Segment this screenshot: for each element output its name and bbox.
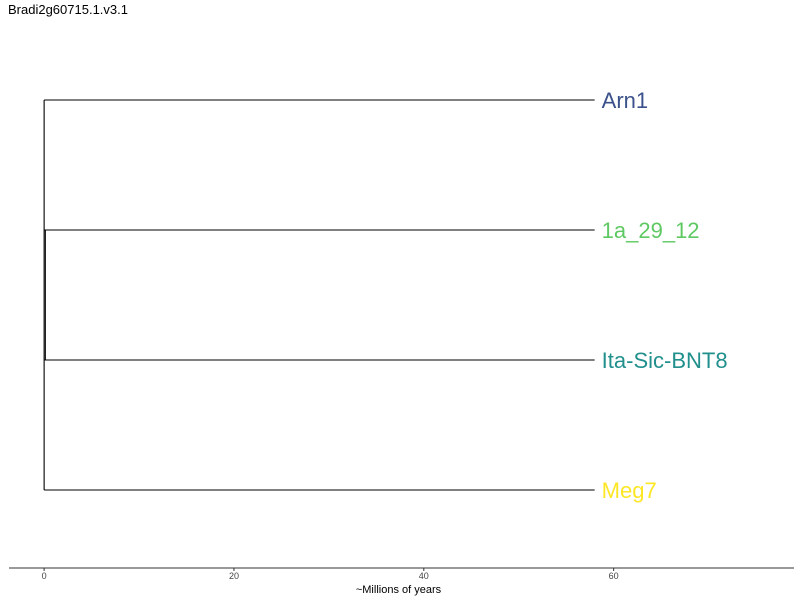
leaf-label: Arn1 — [602, 88, 648, 113]
x-axis-title: ~Millions of years — [356, 584, 442, 596]
figure-title: Bradi2g60715.1.v3.1 — [8, 2, 128, 17]
x-axis-tick-label: 40 — [419, 571, 429, 581]
x-axis: 0 20 40 60 ~Millions of years — [9, 567, 794, 596]
x-axis-ticks: 0 20 40 60 — [42, 568, 619, 581]
leaf-label: Ita-Sic-BNT8 — [602, 348, 728, 373]
leaf-label: Meg7 — [602, 478, 657, 503]
tree-branches — [43, 99, 595, 491]
leaf-labels: Arn1 1a_29_12 Ita-Sic-BNT8 Meg7 — [602, 88, 728, 503]
x-axis-tick-label: 0 — [42, 571, 47, 581]
x-axis-tick-label: 60 — [609, 571, 619, 581]
leaf-label: 1a_29_12 — [602, 218, 700, 243]
x-axis-tick-label: 20 — [229, 571, 239, 581]
